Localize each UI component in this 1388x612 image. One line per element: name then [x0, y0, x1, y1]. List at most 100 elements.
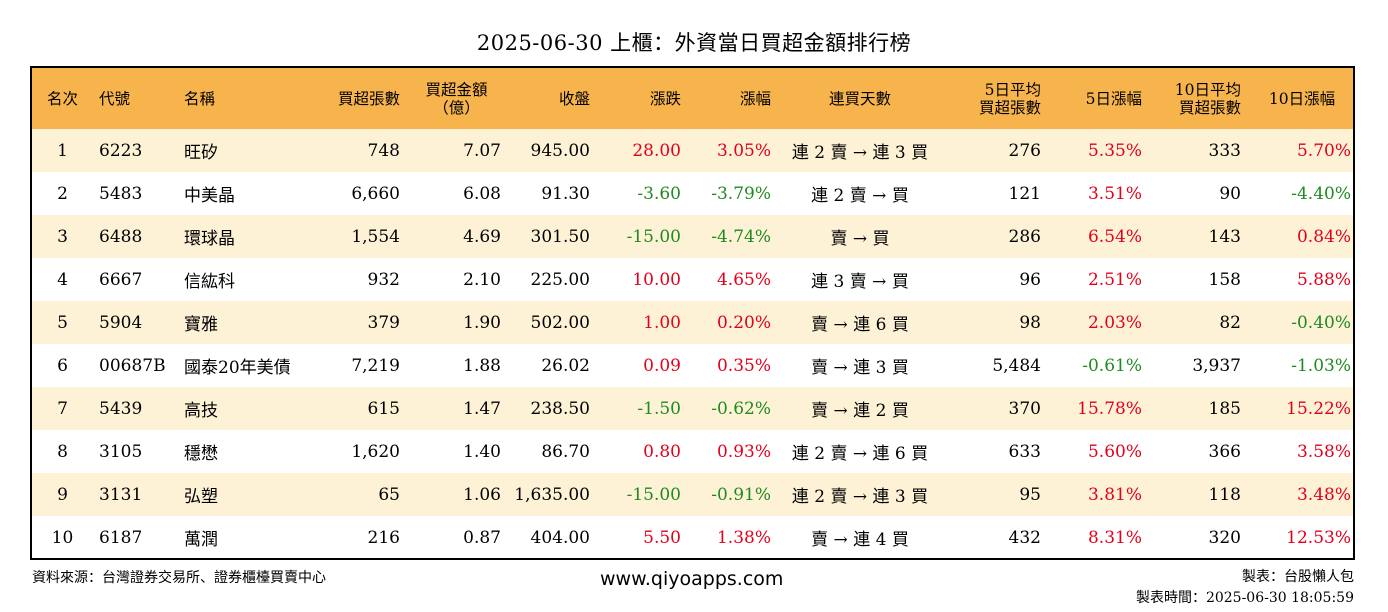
cell-chg: 28.00	[632, 140, 681, 161]
header-pct10: 10日漲幅	[1247, 68, 1353, 129]
cell-close: 301.50	[530, 226, 590, 247]
cell-avg10: 90	[1219, 183, 1241, 204]
header-pct: 漲幅	[687, 68, 777, 129]
cell-pct5: 3.51%	[1087, 183, 1142, 204]
header-rank: 名次	[32, 68, 93, 129]
cell-code: 5439	[99, 398, 143, 419]
cell-vol: 65	[378, 484, 400, 505]
cell-amt: 2.10	[463, 269, 501, 290]
header-label: 代號	[99, 89, 131, 108]
cell-chg: -1.50	[637, 398, 681, 419]
header-label: 漲幅	[739, 89, 771, 108]
cell-streak: 賣 → 連 2 買	[811, 401, 909, 421]
cell-vol: 379	[367, 312, 400, 333]
cell-name: 中美晶	[184, 186, 235, 206]
cell-pct10: 5.70%	[1296, 140, 1351, 161]
cell-name: 信紘科	[184, 272, 235, 292]
cell-amt: 1.40	[463, 441, 501, 462]
cell-pct: 3.05%	[716, 140, 771, 161]
cell-chg: 0.80	[643, 441, 681, 462]
cell-code: 6223	[99, 140, 143, 161]
cell-avg5: 121	[1008, 183, 1041, 204]
cell-close: 502.00	[530, 312, 590, 333]
cell-chg: 0.09	[643, 355, 681, 376]
cell-vol: 1,620	[351, 441, 400, 462]
cell-amt: 7.07	[463, 140, 501, 161]
table-row[interactable]: 1 6223 旺矽 748 7.07 945.00 28.00 3.05% 連 2 賣 → 連 …	[32, 129, 1353, 172]
table-row[interactable]: 4 6667 信紘科 932 2.10 225.00 10.00 4.65% 連 3 賣 → 買…	[32, 258, 1353, 301]
table-row[interactable]: 9 3131 弘塑 65 1.06 1,635.00 -15.00 -0.91% 連 2 賣 →…	[32, 473, 1353, 516]
header-label: 買超張數	[337, 89, 400, 108]
cell-pct5: 5.35%	[1087, 140, 1142, 161]
ranking-table-container: 名次 代號 名稱 買超張數 買超金額 （億） 收盤 漲跌 漲幅 連買天數 5日平均 買超張數 5日漲幅 1…	[30, 66, 1355, 560]
cell-pct10: 0.84%	[1296, 226, 1351, 247]
cell-pct5: 8.31%	[1087, 527, 1142, 548]
cell-avg5: 276	[1008, 140, 1041, 161]
cell-avg10: 333	[1208, 140, 1241, 161]
cell-avg5: 98	[1019, 312, 1041, 333]
cell-close: 225.00	[530, 269, 590, 290]
header-label: 名次	[46, 89, 78, 108]
cell-vol: 932	[367, 269, 400, 290]
table-row[interactable]: 7 5439 高技 615 1.47 238.50 -1.50 -0.62% 賣 → 連 2 買…	[32, 387, 1353, 430]
header-label: 5日漲幅	[1085, 89, 1142, 108]
header-label: 收盤	[558, 89, 590, 108]
cell-pct5: 5.60%	[1087, 441, 1142, 462]
cell-amt: 1.06	[463, 484, 501, 505]
header-label: 買超金額	[425, 80, 488, 99]
table-row[interactable]: 3 6488 環球晶 1,554 4.69 301.50 -15.00 -4.74% 賣 → 買…	[32, 215, 1353, 258]
cell-rank: 6	[57, 355, 68, 376]
cell-name: 國泰20年美債	[184, 358, 291, 378]
cell-rank: 10	[51, 527, 74, 548]
cell-avg5: 432	[1008, 527, 1041, 548]
cell-name: 環球晶	[184, 229, 235, 249]
cell-avg5: 633	[1008, 441, 1041, 462]
header-label: 連買天數	[828, 89, 891, 108]
cell-pct5: 3.81%	[1087, 484, 1142, 505]
cell-avg10: 158	[1208, 269, 1241, 290]
cell-code: 6187	[99, 527, 143, 548]
cell-chg: 5.50	[643, 527, 681, 548]
table-header-row: 名次 代號 名稱 買超張數 買超金額 （億） 收盤 漲跌 漲幅 連買天數 5日平均 買超張數 5日漲幅 1…	[32, 68, 1353, 129]
cell-name: 寶雅	[184, 315, 218, 335]
cell-pct: 0.20%	[716, 312, 771, 333]
cell-amt: 1.47	[463, 398, 501, 419]
cell-vol: 6,660	[351, 183, 400, 204]
cell-rank: 4	[57, 269, 68, 290]
ranking-table: 名次 代號 名稱 買超張數 買超金額 （億） 收盤 漲跌 漲幅 連買天數 5日平均 買超張數 5日漲幅 1…	[32, 68, 1353, 558]
table-row[interactable]: 5 5904 寶雅 379 1.90 502.00 1.00 0.20% 賣 → 連 6 買 98…	[32, 301, 1353, 344]
table-row[interactable]: 8 3105 穩懋 1,620 1.40 86.70 0.80 0.93% 連 2 賣 → 連 …	[32, 430, 1353, 473]
cell-amt: 6.08	[463, 183, 501, 204]
cell-vol: 216	[367, 527, 400, 548]
table-row[interactable]: 10 6187 萬潤 216 0.87 404.00 5.50 1.38% 賣 → 連 4 買 4…	[32, 516, 1353, 558]
cell-avg5: 96	[1019, 269, 1041, 290]
cell-code: 5483	[99, 183, 143, 204]
cell-pct: 0.35%	[716, 355, 771, 376]
cell-pct10: 15.22%	[1286, 398, 1351, 419]
cell-avg10: 82	[1219, 312, 1241, 333]
header-label: 10日漲幅	[1268, 89, 1336, 108]
cell-pct5: 6.54%	[1087, 226, 1142, 247]
cell-avg5: 370	[1008, 398, 1041, 419]
cell-pct10: -0.40%	[1291, 312, 1351, 333]
cell-close: 26.02	[541, 355, 590, 376]
header-streak: 連買天數	[777, 68, 943, 129]
header-pct5: 5日漲幅	[1047, 68, 1148, 129]
table-row[interactable]: 6 00687B 國泰20年美債 7,219 1.88 26.02 0.09 0.35% 賣 →…	[32, 344, 1353, 387]
cell-rank: 8	[57, 441, 68, 462]
cell-code: 3131	[99, 484, 143, 505]
cell-pct10: -1.03%	[1291, 355, 1351, 376]
cell-pct10: -4.40%	[1291, 183, 1351, 204]
website-link[interactable]: www.qiyoapps.com	[600, 568, 784, 590]
cell-avg10: 320	[1208, 527, 1241, 548]
cell-close: 86.70	[541, 441, 590, 462]
header-chg: 漲跌	[596, 68, 687, 129]
cell-pct10: 3.48%	[1296, 484, 1351, 505]
cell-streak: 連 2 賣 → 買	[811, 186, 909, 206]
cell-pct: -4.74%	[711, 226, 771, 247]
header-label: 名稱	[184, 89, 216, 108]
cell-chg: -3.60	[637, 183, 681, 204]
table-row[interactable]: 2 5483 中美晶 6,660 6.08 91.30 -3.60 -3.79% 連 2 賣 →…	[32, 172, 1353, 215]
cell-amt: 4.69	[463, 226, 501, 247]
cell-close: 91.30	[541, 183, 590, 204]
